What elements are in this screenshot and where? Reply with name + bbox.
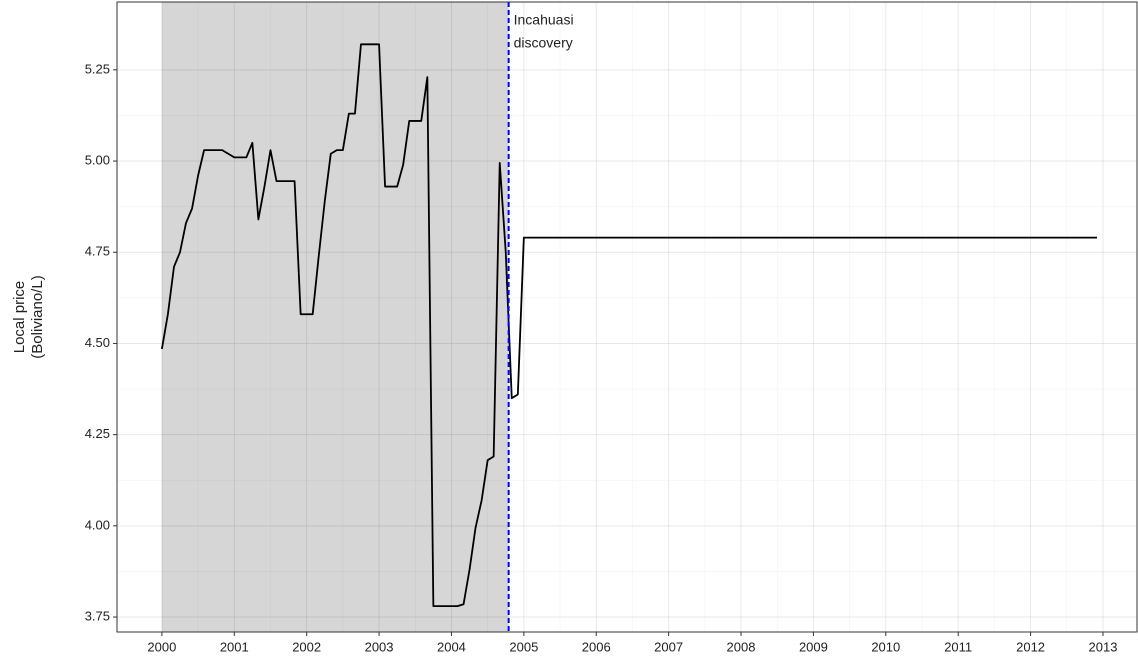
x-tick-label: 2003: [365, 639, 394, 654]
x-tick-label: 2001: [220, 639, 249, 654]
x-tick-label: 2005: [509, 639, 538, 654]
price-line: [160, 43, 1097, 607]
y-tick-label: 3.75: [85, 608, 110, 623]
x-tick-label: 2011: [944, 639, 972, 654]
y-tick-label: 4.00: [85, 517, 110, 532]
x-tick-label: 2012: [1016, 639, 1045, 654]
y-tick-label: 5.00: [85, 152, 110, 167]
x-tick-label: 2006: [582, 639, 611, 654]
x-tick-label: 2002: [292, 639, 321, 654]
annotation: discovery: [514, 35, 573, 51]
y-tick-label: 5.25: [85, 61, 110, 76]
x-tick-label: 2004: [437, 639, 466, 654]
shaded-period: [161, 2, 509, 632]
x-tick-label: 2000: [147, 639, 176, 654]
x-tick-label: 2013: [1089, 639, 1118, 654]
annotation: Incahuasi: [514, 12, 574, 28]
plot-border: [116, 1, 1138, 633]
x-tick-label: 2008: [727, 639, 756, 654]
y-axis-label: Local price: [11, 281, 28, 354]
y-tick-label: 4.75: [85, 244, 110, 259]
y-tick-label: 4.25: [85, 426, 110, 441]
x-tick-label: 2010: [871, 639, 900, 654]
y-axis-label: (Boliviano/L): [29, 275, 46, 358]
y-tick-label: 4.50: [85, 335, 110, 350]
x-tick-label: 2007: [654, 639, 683, 654]
x-tick-label: 2009: [799, 639, 828, 654]
